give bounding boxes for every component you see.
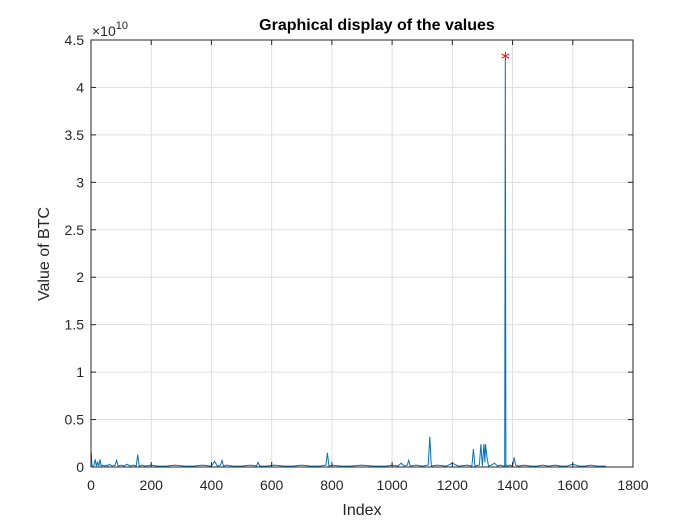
series-layer xyxy=(90,58,606,468)
peak-marker: * xyxy=(501,49,510,70)
y-tick-label: 3.5 xyxy=(65,127,85,143)
marker-layer: * xyxy=(501,49,510,70)
tick-marks xyxy=(90,39,634,468)
y-axis-label: Value of BTC xyxy=(36,207,53,301)
x-tick-label: 800 xyxy=(320,477,344,493)
y-tick-label: 1.5 xyxy=(65,317,85,333)
y-tick-label: 3 xyxy=(76,174,84,190)
x-tick-label: 0 xyxy=(87,477,95,493)
y-tick-labels: 0 0.5 1 1.5 2 2.5 3 3.5 4 4.5 xyxy=(65,32,85,475)
x-tick-label: 1800 xyxy=(617,477,648,493)
x-tick-label: 400 xyxy=(200,477,224,493)
chart-title: Graphical display of the values xyxy=(259,17,495,34)
y-tick-label: 0.5 xyxy=(65,412,85,428)
x-tick-label: 600 xyxy=(260,477,284,493)
y-exponent-label: ×1010 xyxy=(92,20,128,39)
x-tick-label: 1400 xyxy=(497,477,528,493)
y-tick-label: 2 xyxy=(76,269,84,285)
x-tick-label: 1600 xyxy=(557,477,588,493)
y-tick-label: 1 xyxy=(76,364,84,380)
y-tick-label: 4 xyxy=(76,79,84,95)
y-tick-label: 4.5 xyxy=(65,32,85,48)
y-tick-label: 2.5 xyxy=(65,222,85,238)
x-tick-labels: 0 200 400 600 800 1000 1200 1400 1600 1800 xyxy=(87,477,649,493)
x-tick-label: 1000 xyxy=(377,477,408,493)
x-tick-label: 200 xyxy=(140,477,164,493)
series-line xyxy=(90,58,606,468)
axes-box xyxy=(90,39,634,468)
y-tick-label: 0 xyxy=(76,459,84,475)
x-axis-label: Index xyxy=(342,502,381,519)
x-tick-label: 1200 xyxy=(437,477,468,493)
